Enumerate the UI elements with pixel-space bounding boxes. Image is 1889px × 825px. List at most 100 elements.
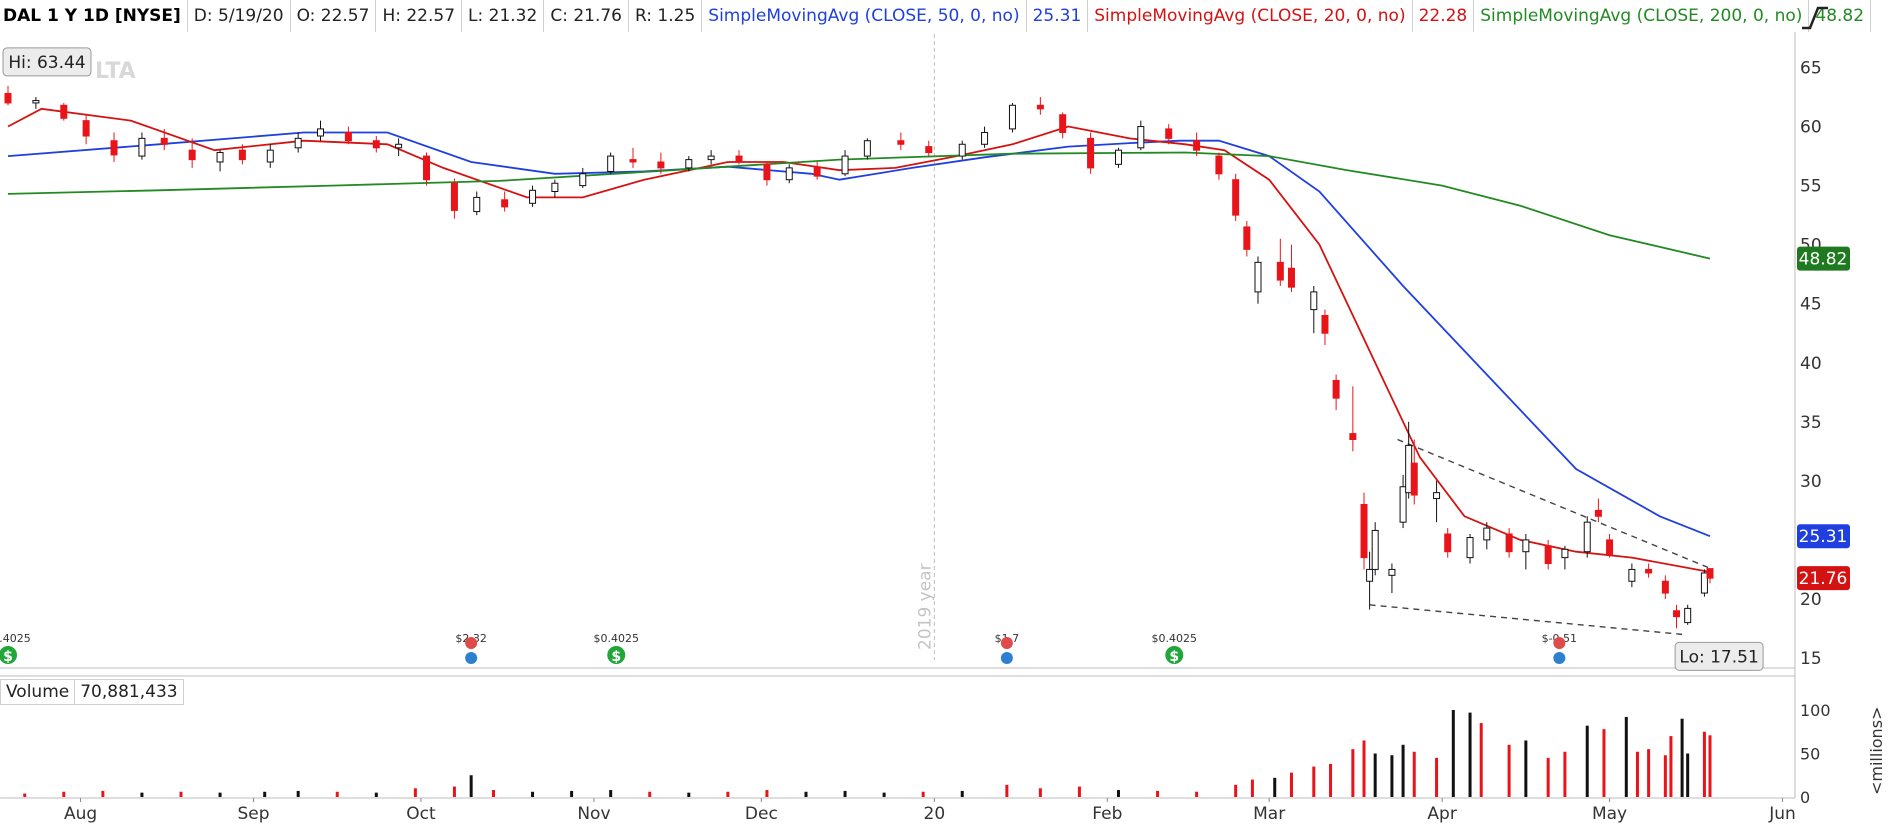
candle-body[interactable] <box>1583 521 1591 553</box>
volume-bar[interactable] <box>1546 757 1550 797</box>
candle-body[interactable] <box>897 140 905 145</box>
volume-bar[interactable] <box>23 793 27 797</box>
volume-bar[interactable] <box>1524 740 1528 797</box>
candle-body[interactable] <box>1366 568 1374 582</box>
volume-bar[interactable] <box>296 790 300 797</box>
volume-bar[interactable] <box>1635 751 1639 797</box>
candle-body[interactable] <box>629 159 637 163</box>
volume-bar[interactable] <box>1663 755 1667 797</box>
volume-bar[interactable] <box>1351 749 1355 797</box>
candle-body[interactable] <box>1544 545 1552 565</box>
dividend-icon[interactable] <box>607 646 626 664</box>
candle-body[interactable] <box>1444 533 1452 553</box>
candle-body[interactable] <box>1137 126 1145 149</box>
volume-bar[interactable] <box>1156 790 1160 797</box>
candle-body[interactable] <box>1522 539 1530 553</box>
candle-body[interactable] <box>138 137 146 157</box>
candle-body[interactable] <box>1276 261 1284 281</box>
candle-body[interactable] <box>238 149 246 161</box>
volume-bar[interactable] <box>921 791 925 797</box>
candle-body[interactable] <box>501 199 509 208</box>
volume-bar[interactable] <box>1412 751 1416 797</box>
candle-body[interactable] <box>450 182 458 211</box>
sma200-study-label[interactable]: SimpleMovingAvg (CLOSE, 200, 0, no) <box>1474 0 1810 32</box>
candle-body[interactable] <box>60 104 68 119</box>
volume-bar[interactable] <box>882 792 886 797</box>
candle-body[interactable] <box>1243 226 1251 250</box>
candle-body[interactable] <box>1388 568 1396 576</box>
volume-bar[interactable] <box>1195 791 1199 797</box>
volume-bar[interactable] <box>491 790 495 797</box>
volume-bar[interactable] <box>1647 749 1651 797</box>
candle-body[interactable] <box>1371 529 1379 570</box>
dividend-icon[interactable] <box>0 646 17 664</box>
candle-body[interactable] <box>1628 568 1636 582</box>
volume-bar[interactable] <box>1669 736 1673 797</box>
trendline[interactable] <box>1397 438 1711 569</box>
candle-body[interactable] <box>1087 137 1095 169</box>
volume-bar[interactable] <box>1234 784 1238 797</box>
volume-bar[interactable] <box>1289 772 1293 797</box>
volume-bar[interactable] <box>1680 718 1684 797</box>
volume-bar[interactable] <box>469 775 473 797</box>
volume-bar[interactable] <box>1602 729 1606 797</box>
candle-body[interactable] <box>1483 527 1491 541</box>
dividend-icon[interactable] <box>1165 646 1184 664</box>
candle-body[interactable] <box>1684 607 1692 624</box>
candle-body[interactable] <box>925 146 933 154</box>
candle-body[interactable] <box>266 149 274 163</box>
candle-body[interactable] <box>863 140 871 157</box>
earnings-icon[interactable] <box>465 637 478 649</box>
candle-body[interactable] <box>1700 572 1708 594</box>
volume-bar[interactable] <box>1563 751 1567 797</box>
volume-bar[interactable] <box>1077 786 1081 797</box>
earnings-icon[interactable] <box>1553 637 1566 649</box>
volume-bar[interactable] <box>1435 757 1439 797</box>
volume-bar[interactable] <box>726 791 730 797</box>
volume-bar[interactable] <box>765 790 769 797</box>
candle-body[interactable] <box>1706 568 1714 579</box>
volume-bar[interactable] <box>609 790 613 797</box>
candle-body[interactable] <box>82 120 90 137</box>
candle-body[interactable] <box>160 137 168 145</box>
volume-bar[interactable] <box>374 792 378 797</box>
volume-bar[interactable] <box>1468 712 1472 797</box>
volume-bar[interactable] <box>1708 735 1712 797</box>
candle-body[interactable] <box>841 155 849 175</box>
volume-bar[interactable] <box>1273 777 1277 797</box>
candle-body[interactable] <box>657 161 665 169</box>
volume-bar[interactable] <box>452 786 456 797</box>
candle-body[interactable] <box>1505 533 1513 553</box>
candle-body[interactable] <box>32 100 40 104</box>
volume-bar[interactable] <box>218 792 222 797</box>
candle-body[interactable] <box>1059 114 1067 133</box>
candle-body[interactable] <box>735 155 743 163</box>
symbol-label[interactable]: DAL 1 Y 1D [NYSE] <box>0 0 188 32</box>
volume-bar[interactable] <box>843 790 847 797</box>
candle-body[interactable] <box>813 167 821 177</box>
candle-body[interactable] <box>763 163 771 181</box>
volume-bar[interactable] <box>1362 740 1366 797</box>
candle-body[interactable] <box>1410 462 1418 496</box>
earnings-info-icon[interactable] <box>1553 652 1566 664</box>
earnings-icon[interactable] <box>1000 637 1013 649</box>
candle-body[interactable] <box>579 173 587 187</box>
candle-body[interactable] <box>1673 610 1681 618</box>
sma20-study-label[interactable]: SimpleMovingAvg (CLOSE, 20, 0, no) <box>1088 0 1413 32</box>
candle-body[interactable] <box>607 155 615 172</box>
volume-bar[interactable] <box>804 791 808 797</box>
candle-body[interactable] <box>188 149 196 161</box>
candle-body[interactable] <box>1254 261 1262 293</box>
candle-body[interactable] <box>958 143 966 157</box>
volume-bar[interactable] <box>1038 788 1042 797</box>
candle-body[interactable] <box>1114 149 1122 165</box>
candle-body[interactable] <box>1036 104 1044 110</box>
candle-body[interactable] <box>294 137 302 149</box>
candle-body[interactable] <box>529 189 537 204</box>
volume-bar[interactable] <box>140 792 144 797</box>
candle-body[interactable] <box>1399 486 1407 523</box>
candle-body[interactable] <box>1645 568 1653 574</box>
volume-bar[interactable] <box>687 792 691 797</box>
candle-body[interactable] <box>110 140 118 156</box>
volume-bar[interactable] <box>531 791 535 797</box>
